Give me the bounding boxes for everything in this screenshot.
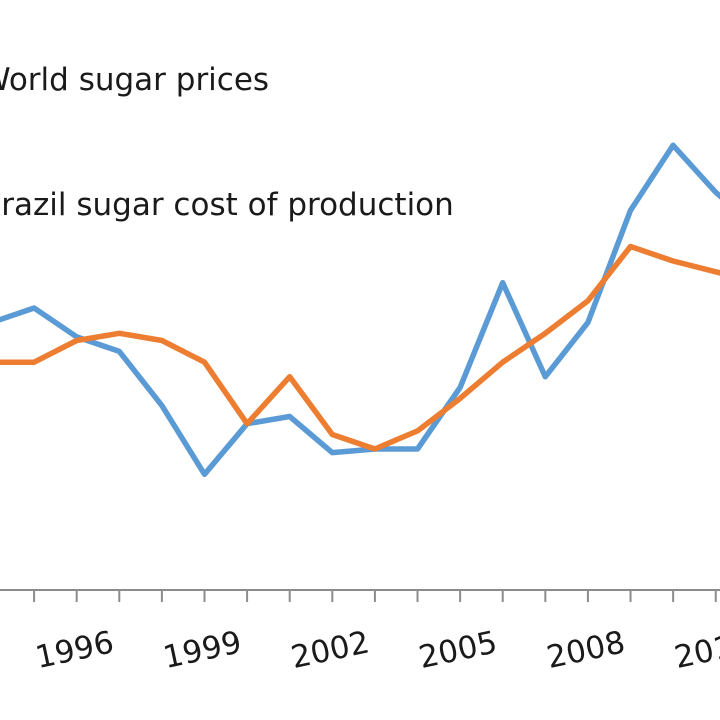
x-tick-label: 2011 bbox=[671, 624, 720, 676]
series-line-1 bbox=[0, 243, 720, 452]
x-tick-label: 2002 bbox=[288, 624, 373, 676]
legend-entry-0: World sugar prices bbox=[0, 62, 269, 98]
x-tick-label: 2005 bbox=[416, 624, 501, 676]
legend: World sugar prices Brazil sugar cost of p… bbox=[0, 62, 454, 223]
x-tick-label: 1996 bbox=[32, 624, 117, 676]
x-tick-label: 1999 bbox=[160, 624, 245, 676]
x-axis-ticks bbox=[33, 590, 717, 602]
series-layer bbox=[0, 142, 720, 478]
legend-entry-1: Brazil sugar cost of production bbox=[0, 187, 454, 223]
x-axis-tick-labels: 1996 1999 2002 2005 2008 2011 bbox=[32, 624, 720, 676]
x-tick-label: 2008 bbox=[544, 624, 629, 676]
